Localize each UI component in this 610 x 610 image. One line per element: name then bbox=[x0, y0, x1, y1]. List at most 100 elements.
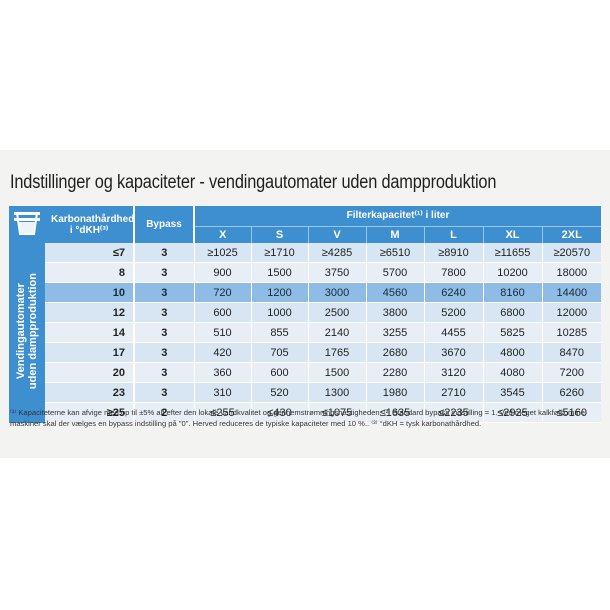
capacity-cell: 520 bbox=[250, 382, 308, 403]
hardness-cell: 12 bbox=[45, 302, 134, 323]
capacity-cell: 5200 bbox=[423, 302, 483, 323]
hardness-cell: 20 bbox=[45, 362, 134, 383]
capacity-cell: 3545 bbox=[482, 382, 542, 403]
capacity-cell: 1980 bbox=[365, 382, 424, 403]
hardness-cell: 8 bbox=[45, 262, 134, 283]
size-header-2xl: 2XL bbox=[541, 225, 602, 243]
capacity-cell: 720 bbox=[193, 282, 251, 303]
capacity-cell: ≥4285 bbox=[307, 243, 366, 263]
capacity-cell: ≥6510 bbox=[365, 243, 424, 263]
hardness-cell: 10 bbox=[45, 282, 134, 303]
capacity-cell: 2140 bbox=[307, 322, 366, 343]
hardness-header: Karbonathårdhed i °dKH⁽³⁾ bbox=[45, 206, 134, 243]
capacity-cell: ≥11655 bbox=[482, 243, 542, 263]
capacity-cell: ≤430 bbox=[250, 402, 308, 423]
size-header-s: S bbox=[250, 225, 308, 243]
capacity-cell: 900 bbox=[193, 262, 251, 283]
capacity-cell: 1500 bbox=[250, 262, 308, 283]
bypass-cell: 3 bbox=[133, 342, 194, 363]
capacity-cell: 6260 bbox=[541, 382, 602, 403]
capacity-cell: 1200 bbox=[250, 282, 308, 303]
capacity-cell: 1300 bbox=[307, 382, 366, 403]
hardness-cell: ≤7 bbox=[45, 243, 134, 263]
capacity-cell: 14400 bbox=[541, 282, 602, 303]
capacity-cell: 4080 bbox=[482, 362, 542, 383]
capacity-cell: 10200 bbox=[482, 262, 542, 283]
table-row: 12 3 600 1000 2500 3800 5200 6800 12000 bbox=[9, 302, 602, 323]
capacity-cell: ≤1075 bbox=[307, 402, 366, 423]
capacity-cell: ≤2235 bbox=[423, 402, 483, 423]
bypass-cell: 3 bbox=[133, 243, 194, 263]
bypass-header: Bypass bbox=[133, 206, 194, 243]
capacity-cell: 4455 bbox=[423, 322, 483, 343]
bypass-cell: 3 bbox=[133, 322, 194, 343]
table-row: 23 3 310 520 1300 1980 2710 3545 6260 bbox=[9, 382, 602, 403]
capacity-cell: 2280 bbox=[365, 362, 424, 383]
hardness-cell: ≥25 bbox=[45, 402, 134, 423]
capacity-cell: 3255 bbox=[365, 322, 424, 343]
capacity-cell: 6800 bbox=[482, 302, 542, 323]
capacity-cell: 8470 bbox=[541, 342, 602, 363]
capacity-cell: 7200 bbox=[541, 362, 602, 383]
capacity-cell: 18000 bbox=[541, 262, 602, 283]
capacity-cell: 2710 bbox=[423, 382, 483, 403]
capacity-cell: 2500 bbox=[307, 302, 366, 323]
side-label-line-1: Vendingautomater bbox=[15, 283, 27, 380]
capacity-cell: 3750 bbox=[307, 262, 366, 283]
capacity-cell: 5825 bbox=[482, 322, 542, 343]
table-row: ≥25 2 ≤255 ≤430 ≤1075 ≤1635 ≤2235 ≤2925 ≤5160 bbox=[9, 402, 602, 423]
capacity-cell: 5700 bbox=[365, 262, 424, 283]
size-header-m: M bbox=[365, 225, 424, 243]
capacity-table: Karbonathårdhed i °dKH⁽³⁾ Bypass Filterk… bbox=[9, 206, 602, 423]
page-title: Indstillinger og kapaciteter - vendingau… bbox=[10, 172, 497, 193]
table-body: Vendingautomater uden dampproduktion ≤7 3 ≥1… bbox=[9, 243, 602, 423]
capacity-cell: 8160 bbox=[482, 282, 542, 303]
table-row: 8 3 900 1500 3750 5700 7800 10200 18000 bbox=[9, 262, 602, 283]
bypass-cell: 3 bbox=[133, 382, 194, 403]
capacity-cell: 4800 bbox=[482, 342, 542, 363]
capacity-cell: ≤5160 bbox=[541, 402, 602, 423]
capacity-cell: 600 bbox=[193, 302, 251, 323]
capacity-cell: 4560 bbox=[365, 282, 424, 303]
table-row: 20 3 360 600 1500 2280 3120 4080 7200 bbox=[9, 362, 602, 383]
size-header-xl: XL bbox=[482, 225, 542, 243]
capacity-cell: ≥1025 bbox=[193, 243, 251, 263]
capacity-cell: 510 bbox=[193, 322, 251, 343]
table-row: 10 3 720 1200 3000 4560 6240 8160 14400 bbox=[9, 282, 602, 303]
capacity-cell: 1000 bbox=[250, 302, 308, 323]
capacity-cell: 6240 bbox=[423, 282, 483, 303]
table-row: 14 3 510 855 2140 3255 4455 5825 10285 bbox=[9, 322, 602, 343]
hardness-cell: 14 bbox=[45, 322, 134, 343]
capacity-cell: 3800 bbox=[365, 302, 424, 323]
header-icon-cell bbox=[9, 206, 45, 243]
bypass-cell: 2 bbox=[133, 402, 194, 423]
hardness-cell: 23 bbox=[45, 382, 134, 403]
size-header-x: X bbox=[193, 225, 251, 243]
capacity-cell: 600 bbox=[250, 362, 308, 383]
side-label-line-2: uden dampproduktion bbox=[27, 273, 39, 390]
table-row: 17 3 420 705 1765 2680 3670 4800 8470 bbox=[9, 342, 602, 363]
capacity-cell: 705 bbox=[250, 342, 308, 363]
capacity-cell: ≤1635 bbox=[365, 402, 424, 423]
capacity-cell: ≤255 bbox=[193, 402, 251, 423]
footnote: ⁽¹⁾ Kapaciteterne kan afvige med op til … bbox=[10, 408, 585, 428]
capacity-cell: 3120 bbox=[423, 362, 483, 383]
capacity-cell: 1765 bbox=[307, 342, 366, 363]
capacity-cell: 360 bbox=[193, 362, 251, 383]
capacity-header: Filterkapacitet⁽¹⁾ i liter bbox=[192, 206, 602, 226]
side-label: Vendingautomater uden dampproduktion bbox=[9, 243, 45, 423]
capacity-cell: ≥8910 bbox=[423, 243, 483, 263]
capacity-cell: ≥20570 bbox=[541, 243, 602, 263]
capacity-cell: 310 bbox=[193, 382, 251, 403]
capacity-cell: 855 bbox=[250, 322, 308, 343]
bypass-cell: 3 bbox=[133, 362, 194, 383]
water-glass-icon bbox=[13, 210, 41, 236]
hardness-cell: 17 bbox=[45, 342, 134, 363]
capacity-cell: ≥1710 bbox=[250, 243, 308, 263]
table-row: Vendingautomater uden dampproduktion ≤7 3 ≥1… bbox=[9, 243, 602, 423]
capacity-cell: 7800 bbox=[423, 262, 483, 283]
size-header-v: V bbox=[307, 225, 366, 243]
capacity-cell: 3670 bbox=[423, 342, 483, 363]
capacity-cell: ≤2925 bbox=[482, 402, 542, 423]
side-label-text: Vendingautomater uden dampproduktion bbox=[15, 273, 39, 389]
